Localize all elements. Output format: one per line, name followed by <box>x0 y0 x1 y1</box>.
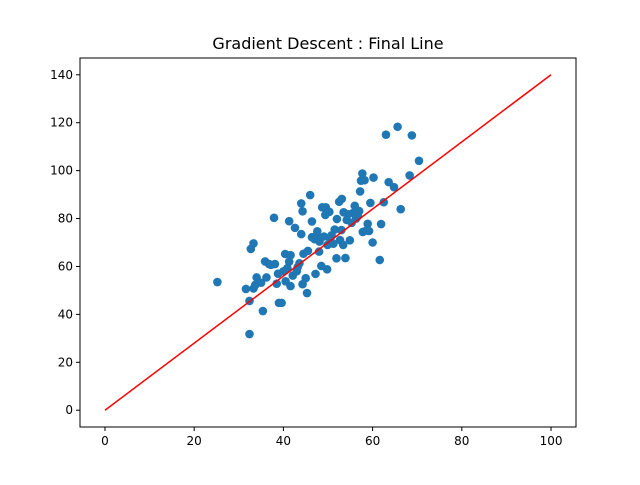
scatter-point <box>384 177 393 187</box>
scatter-point <box>249 239 258 248</box>
y-tick-label: 60 <box>58 259 73 273</box>
scatter-point <box>284 216 294 226</box>
x-tick-label: 80 <box>454 434 469 448</box>
scatter-point <box>296 199 306 208</box>
y-tick-label: 40 <box>58 307 73 321</box>
y-tick-label: 20 <box>58 355 73 369</box>
scatter-point <box>393 122 402 132</box>
scatter-point <box>303 246 313 256</box>
y-tick-label: 0 <box>65 403 73 417</box>
scatter-point <box>311 269 320 279</box>
scatter-point <box>284 257 294 266</box>
scatter-point <box>369 173 378 182</box>
scatter-point <box>305 190 315 200</box>
scatter-point <box>368 238 377 247</box>
scatter-point <box>337 194 347 204</box>
scatter-point <box>269 213 279 223</box>
scatter-point <box>290 223 300 233</box>
scatter-point <box>213 277 222 287</box>
scatter-point <box>325 207 334 217</box>
scatter-point <box>314 247 324 256</box>
scatter-point <box>322 265 332 274</box>
scatter-point <box>330 225 339 234</box>
plot-marks <box>104 74 552 411</box>
scatter-point <box>307 217 317 226</box>
y-axis: 0 20 40 60 80 100 120 140 <box>50 68 80 417</box>
scatter-point <box>286 281 295 291</box>
scatter-point <box>270 259 280 269</box>
scatter-point <box>241 284 251 294</box>
scatter-point <box>354 206 364 216</box>
scatter-point <box>407 131 417 140</box>
scatter-point <box>345 236 355 245</box>
scatter-point <box>381 130 391 139</box>
scatter-point <box>366 198 375 208</box>
x-tick-label: 60 <box>365 434 380 448</box>
scatter-point <box>358 169 367 178</box>
scatter-point <box>296 229 306 239</box>
scatter-point <box>405 171 414 180</box>
regression-line <box>104 74 552 411</box>
scatter-point <box>396 204 406 214</box>
scatter-point <box>364 226 374 236</box>
scatter-point <box>376 219 386 229</box>
scatter-point <box>338 240 348 250</box>
scatter-point <box>262 273 271 282</box>
scatter-point <box>332 214 342 224</box>
y-tick-label: 120 <box>50 116 73 130</box>
x-tick-label: 0 <box>101 434 109 448</box>
scatter-point <box>363 219 373 229</box>
scatter-point <box>302 288 312 298</box>
scatter-point <box>298 207 307 216</box>
scatter-point <box>389 182 399 192</box>
y-tick-label: 140 <box>50 68 73 82</box>
scatter-point <box>286 250 295 260</box>
scatter-point <box>256 278 266 288</box>
y-tick-label: 80 <box>58 212 73 226</box>
x-tick-label: 20 <box>187 434 202 448</box>
scatter-point <box>341 253 350 263</box>
scatter-point <box>272 279 282 289</box>
scatter-point <box>277 298 286 308</box>
scatter-point <box>337 225 346 235</box>
scatter-point <box>332 254 341 263</box>
x-tick-label: 100 <box>540 434 563 448</box>
y-tick-label: 100 <box>50 164 73 178</box>
plot-frame <box>79 57 577 428</box>
scatter-point <box>414 156 424 166</box>
chart-title: Gradient Descent : Final Line <box>212 34 443 53</box>
x-tick-label: 40 <box>276 434 291 448</box>
scatter-point <box>375 255 385 265</box>
scatter-point <box>360 175 369 185</box>
scatter-point <box>312 226 322 236</box>
scatter-point <box>301 273 311 283</box>
scatter-point <box>245 329 254 339</box>
x-axis: 0 20 40 60 80 100 <box>101 427 562 448</box>
scatter-point <box>258 306 268 316</box>
scatter-point <box>329 239 338 248</box>
scatter-point <box>355 187 365 196</box>
scatter-point <box>283 263 292 273</box>
scatter-point <box>379 197 389 207</box>
